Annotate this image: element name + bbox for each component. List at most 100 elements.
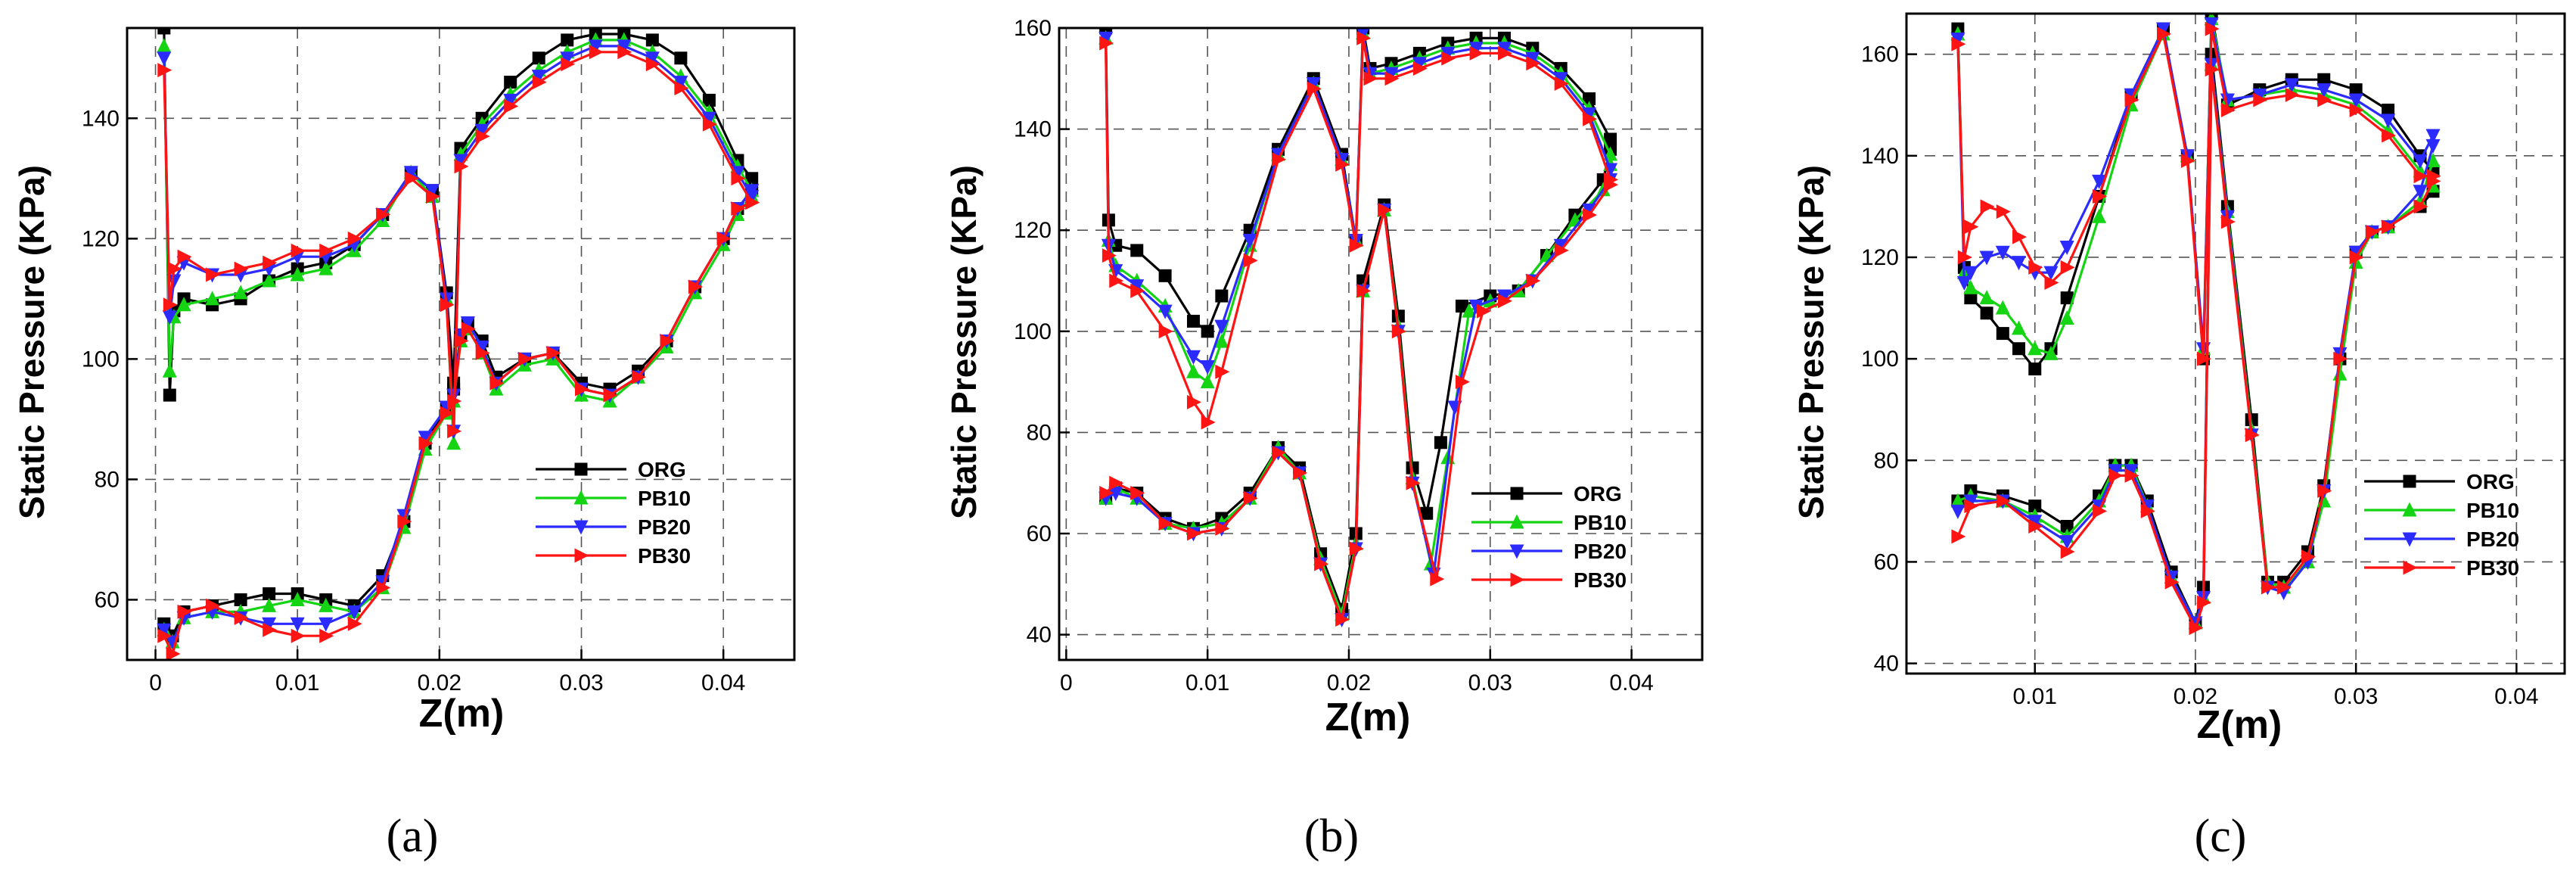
data-point-pb30 [1356,283,1372,298]
legend-label-org: ORG [2466,470,2515,493]
panel-caption: (a) [387,811,439,862]
y-tick-label: 160 [1861,42,1899,67]
data-point-pb30 [418,436,433,451]
data-point-org [1455,299,1468,313]
data-point-pb30 [1109,475,1124,490]
chart-panel-1: 0 0.01 0.02 0.03 0.04 60 80 100 120 140 Z(m) Static… [12,26,796,862]
legend-label-org: ORG [638,458,686,481]
x-tick-label: 0.04 [701,671,745,696]
series-line-pb30-upper [1105,36,1612,424]
data-point-pb30 [1099,36,1114,51]
data-point-pb30 [2012,229,2028,244]
data-point-org [674,51,688,65]
series-group [1950,14,2441,636]
data-point-pb20 [503,93,518,108]
data-point-pb30 [617,45,632,60]
data-point-pb30 [206,267,221,282]
data-point-pb10 [2059,310,2074,325]
data-point-pb30 [2382,128,2397,143]
data-point-pb30 [1996,493,2011,509]
data-point-pb20 [1582,203,1597,218]
data-point-pb30 [2197,595,2212,610]
data-point-pb10 [1462,303,1477,318]
data-point-pb30 [166,646,181,660]
data-point-pb30 [1314,556,1329,571]
data-point-org [2382,103,2395,117]
data-point-pb30 [1526,273,1541,288]
data-point-pb10 [1950,493,1965,508]
data-point-pb30 [517,351,533,366]
data-point-pb30 [2245,428,2260,443]
data-point-pb30 [2189,621,2204,636]
data-point-pb30 [1406,475,1421,490]
data-point-pb20 [531,70,546,85]
y-tick-label: 120 [82,226,120,251]
y-tick-label: 80 [1027,420,1052,445]
data-point-pb20 [560,51,575,67]
data-point-pb30 [397,514,412,529]
data-point-pb30 [167,261,182,276]
data-point-pb10 [1200,374,1215,389]
legend-marker-pb10 [1509,514,1524,529]
data-point-pb20 [2108,464,2123,479]
data-point-pb30 [1554,76,1569,91]
y-tick-label: 140 [82,106,120,131]
data-point-pb30 [177,249,192,264]
y-tick-label: 140 [1014,117,1052,142]
data-point-pb20 [166,274,182,289]
data-point-pb20 [157,51,172,67]
data-point-pb20 [1108,487,1123,502]
data-point-pb10 [2425,153,2441,168]
data-point-pb30 [2124,92,2139,107]
data-point-pb10 [2092,208,2107,223]
data-point-pb30 [1412,61,1428,76]
data-point-pb30 [447,424,462,439]
data-point-pb30 [163,297,178,313]
plot-frame [1058,26,1704,661]
data-point-pb20 [673,76,688,91]
data-point-pb30 [632,369,647,384]
data-point-pb30 [2157,26,2172,42]
data-point-pb30 [2426,173,2441,188]
data-point-pb20 [2124,464,2139,479]
data-point-org [1996,327,2009,341]
x-tick-label: 0.03 [2334,684,2378,709]
data-point-pb30 [2220,214,2236,229]
data-point-pb30 [454,334,469,349]
data-point-pb30 [2140,503,2155,518]
data-point-pb20 [2413,185,2428,200]
data-point-pb30 [157,63,172,78]
y-tick-label: 60 [1027,521,1052,546]
data-point-pb30 [2349,102,2364,117]
legend-marker-org [1510,487,1524,500]
data-point-pb30 [1335,157,1350,172]
legend-marker-pb20 [573,520,589,535]
data-point-pb10 [262,597,277,612]
data-point-pb10 [1979,290,1994,305]
data-point-pb30 [575,381,590,397]
series-line-pb30-lower [1105,184,1611,621]
data-point-pb30 [660,334,675,349]
series-group [157,28,760,660]
data-point-pb20 [1525,51,1540,67]
data-point-pb30 [702,117,717,132]
data-point-pb30 [2093,188,2108,204]
data-point-pb20 [453,154,468,169]
legend-marker-pb30 [2403,560,2418,575]
data-point-org [504,76,517,89]
data-point-pb30 [319,243,334,258]
data-point-pb30 [1363,71,1378,86]
x-tick-label: 0.03 [559,671,603,696]
data-point-pb20 [701,111,716,126]
data-point-pb20 [1185,350,1201,365]
data-point-org [2028,363,2042,376]
data-point-pb20 [2092,174,2107,189]
data-point-pb30 [1996,204,2011,219]
legend-marker-org [574,462,588,476]
data-point-pb30 [2205,21,2220,36]
data-point-pb30 [1307,81,1322,96]
data-point-pb20 [588,39,603,54]
data-point-pb30 [1951,529,1966,544]
data-point-pb10 [2012,320,2027,335]
data-point-pb30 [2301,549,2316,565]
